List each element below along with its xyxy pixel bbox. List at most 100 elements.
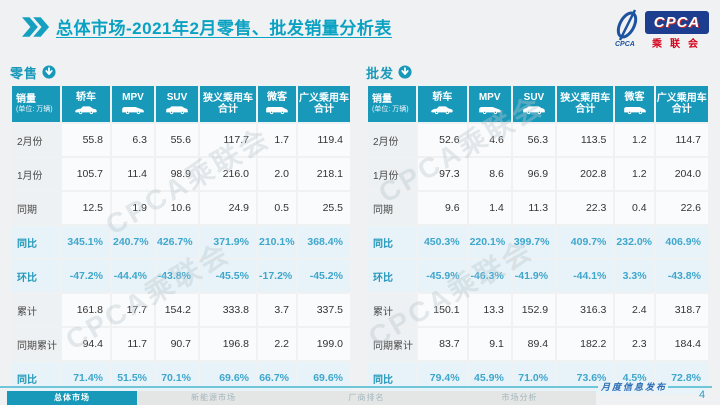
cell-value: 12.5 (62, 192, 110, 224)
cell-value: 216.0 (200, 158, 256, 190)
table-row: 同比 79.4% 45.9% 71.0% 73.6% 4.5% 72.8% (368, 362, 708, 394)
cell-value: 399.7% (512, 226, 556, 258)
row-label: 环比 (12, 260, 60, 292)
footer-tab-bar: 总体市场 新能源市场 厂商排名 市场分析 (7, 391, 596, 405)
table-row: 1月份 105.7 11.4 98.9 216.0 2.0 218.1 (12, 158, 350, 190)
column-header: 微客 (615, 86, 654, 122)
cell-value: 0.5 (258, 192, 296, 224)
cell-value: 426.7% (156, 226, 198, 258)
sales-table: 销量 (单位: 万辆) 轿车 MPV SUV 狭义乘用车 合计 微客 广义乘用车 合计 2月份 55.… (10, 84, 352, 396)
cell-value: 66.7% (258, 362, 296, 394)
cell-value: -44.1% (557, 260, 614, 292)
table-row: 同期 12.5 1.9 10.6 24.9 0.5 25.5 (12, 192, 350, 224)
column-header: 广义乘用车 合计 (655, 86, 708, 122)
table-row: 1月份 97.3 8.6 96.9 202.8 1.2 204.0 (368, 158, 708, 190)
cell-value: 97.3 (418, 158, 467, 190)
cell-value: 55.6 (156, 124, 198, 156)
column-header-sales: 销量 (单位: 万辆) (368, 86, 417, 122)
cell-value: 1.9 (112, 192, 154, 224)
cell-value: 409.7% (557, 226, 614, 258)
cell-value: 345.1% (62, 226, 110, 258)
row-label: 同比 (368, 362, 417, 394)
cell-value: 2.0 (258, 158, 296, 190)
column-header: SUV (512, 86, 556, 122)
row-label: 同期累计 (368, 328, 417, 360)
table-header-row: 销量 (单位: 万辆) 轿车 MPV SUV 狭义乘用车 合计 微客 广义乘用车 合计 (368, 86, 708, 122)
column-header: MPV (468, 86, 511, 122)
section-title-wholesale: 批发 (366, 65, 395, 81)
cell-value: 113.5 (557, 124, 614, 156)
van-icon (615, 105, 653, 116)
retail-section-head: 零售 (10, 62, 352, 82)
cell-value: 182.2 (557, 328, 614, 360)
table-row: 累计 161.8 17.7 154.2 333.8 3.7 337.5 (12, 294, 350, 326)
retail-panel: 零售 销量 (单位: 万辆) 轿车 MPV SUV 狭义乘用车 合计 微客 广义乘用车 合计 2月份… (10, 62, 352, 396)
cell-value: 45.9% (468, 362, 511, 394)
cell-value: 1.4 (468, 192, 511, 224)
logo-acronym: CPCA (645, 11, 709, 34)
van-icon (258, 105, 296, 116)
footer-tab-总体市场[interactable]: 总体市场 (7, 391, 137, 405)
cell-value: 55.8 (62, 124, 110, 156)
cell-value: 114.7 (655, 124, 708, 156)
cpca-logo: CPCA CPCA 乘联会 (612, 9, 709, 52)
cell-value: 1.7 (258, 124, 296, 156)
footer-tab-市场分析[interactable]: 市场分析 (443, 391, 596, 405)
cell-value: 199.0 (298, 328, 350, 360)
emblem-caption: CPCA (615, 41, 635, 47)
cell-value: 56.3 (512, 124, 556, 156)
cell-value: 69.6% (298, 362, 350, 394)
cell-value: 2.3 (615, 328, 654, 360)
cell-value: -17.2% (258, 260, 296, 292)
table-row: 同期 9.6 1.4 11.3 22.3 0.4 22.6 (368, 192, 708, 224)
cell-value: 11.7 (112, 328, 154, 360)
cell-value: 150.1 (418, 294, 467, 326)
table-row: 累计 150.1 13.3 152.9 316.3 2.4 318.7 (368, 294, 708, 326)
footer-caption: 月度信息发布 (601, 382, 668, 392)
table-row: 同比 450.3% 220.1% 399.7% 409.7% 232.0% 406.9% (368, 226, 708, 258)
cell-value: 24.9 (200, 192, 256, 224)
footer-tab-厂商排名[interactable]: 厂商排名 (290, 391, 443, 405)
cell-value: -45.9% (418, 260, 467, 292)
row-label: 同比 (12, 226, 60, 258)
table-row: 同期累计 83.7 9.1 89.4 182.2 2.3 184.4 (368, 328, 708, 360)
cell-value: 6.3 (112, 124, 154, 156)
cell-value: 11.4 (112, 158, 154, 190)
cell-value: 22.6 (655, 192, 708, 224)
cell-value: 52.6 (418, 124, 467, 156)
cell-value: 4.6 (468, 124, 511, 156)
cell-value: 450.3% (418, 226, 467, 258)
cell-value: 70.1% (156, 362, 198, 394)
column-header-sales: 销量 (单位: 万辆) (12, 86, 60, 122)
cell-value: 71.4% (62, 362, 110, 394)
cell-value: 71.0% (512, 362, 556, 394)
cell-value: 11.3 (512, 192, 556, 224)
cell-value: 204.0 (655, 158, 708, 190)
row-label: 同比 (12, 362, 60, 394)
cell-value: 96.9 (512, 158, 556, 190)
footer-tab-新能源市场[interactable]: 新能源市场 (137, 391, 290, 405)
cell-value: -45.5% (200, 260, 256, 292)
row-label: 1月份 (12, 158, 60, 190)
cell-value: -43.8% (655, 260, 708, 292)
column-header: 微客 (258, 86, 296, 122)
cell-value: 79.4% (418, 362, 467, 394)
column-header: 广义乘用车 合计 (298, 86, 350, 122)
mpv-icon (469, 105, 511, 116)
cell-value: 1.2 (615, 158, 654, 190)
chevron-icon (22, 17, 50, 42)
cell-value: -45.2% (298, 260, 350, 292)
cell-value: 90.7 (156, 328, 198, 360)
cell-value: 119.4 (298, 124, 350, 156)
row-label: 同期 (368, 192, 417, 224)
cell-value: 3.3% (615, 260, 654, 292)
cell-value: 17.7 (112, 294, 154, 326)
row-label: 2月份 (12, 124, 60, 156)
cell-value: 105.7 (62, 158, 110, 190)
cell-value: 89.4 (512, 328, 556, 360)
cell-value: 9.1 (468, 328, 511, 360)
sales-table: 销量 (单位: 万辆) 轿车 MPV SUV 狭义乘用车 合计 微客 广义乘用车 合计 2月份 52.… (366, 84, 710, 396)
table-row: 环比 -47.2% -44.4% -43.8% -45.5% -17.2% -45.2% (12, 260, 350, 292)
column-header: 轿车 (418, 86, 467, 122)
